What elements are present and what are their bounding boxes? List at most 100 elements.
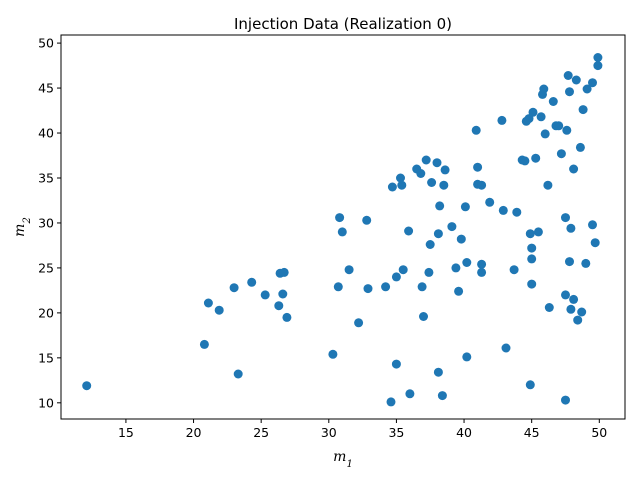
data-point [354,318,364,328]
data-point [421,155,431,165]
data-point [397,180,407,190]
data-point [561,290,570,300]
y-axis-ticks: 10 15 20 25 30 35 40 45 50 [38,36,61,410]
points-layer [82,53,603,407]
data-point [577,307,587,317]
data-point [328,349,338,359]
data-point [593,53,603,62]
x-tick-label: 25 [253,425,269,440]
data-point [477,259,487,269]
data-point [578,105,588,115]
x-tick-label: 50 [591,425,607,440]
x-tick-label: 45 [524,425,540,440]
data-point [543,180,553,190]
data-point [333,282,343,292]
data-point [396,173,405,183]
data-point [527,254,537,264]
y-tick-label: 30 [38,215,54,230]
data-point [556,149,566,159]
data-point [497,115,507,125]
y-axis-label: m2 [12,217,33,237]
x-axis-label-subscript: 1 [346,459,352,470]
data-point [387,182,397,192]
data-point [427,178,437,187]
data-point [477,267,487,277]
y-tick-label: 50 [38,36,54,51]
data-point [548,97,558,106]
data-point [566,223,576,233]
data-point [527,279,537,289]
data-point [460,202,470,212]
data-point [562,125,572,135]
data-point [525,229,535,239]
data-point [451,263,461,273]
data-point [437,391,447,401]
data-point [590,238,600,248]
x-tick-label: 20 [186,425,202,440]
data-point [381,282,391,292]
data-point [561,213,570,223]
data-point [485,197,495,207]
data-point [525,380,535,390]
data-point [573,315,583,325]
data-point [274,301,284,311]
y-tick-label: 10 [38,395,54,410]
data-point [498,205,508,215]
data-point [419,312,428,321]
data-point [279,267,289,277]
x-tick-label: 35 [388,425,404,440]
data-point [581,258,591,268]
data-point [501,343,511,353]
y-tick-label: 45 [38,81,54,96]
data-point [433,367,443,377]
data-point [456,234,466,244]
data-point [563,71,573,80]
data-point [247,277,257,287]
data-point [416,169,426,178]
data-point [344,265,354,275]
data-point [462,258,472,267]
data-point [386,397,396,407]
data-point [565,257,574,267]
x-axis-label: m1 [333,449,353,470]
data-point [278,289,288,299]
data-point [462,352,472,362]
x-tick-label: 15 [118,425,134,440]
data-point [512,207,522,217]
data-point [439,180,449,190]
data-point [569,294,579,304]
data-point [335,213,345,223]
plot-area-frame [60,34,626,420]
data-point [588,78,597,88]
data-point [425,240,435,249]
data-point [405,389,415,399]
data-point [440,165,450,175]
data-point [82,381,92,391]
data-point [539,84,549,94]
y-tick-label: 25 [38,260,54,275]
data-point [471,125,481,135]
data-point [544,303,554,312]
y-tick-label: 40 [38,126,54,141]
x-tick-label: 30 [321,425,337,440]
data-point [593,61,603,71]
data-point [454,286,464,296]
data-point [362,215,372,225]
y-tick-label: 35 [38,170,54,185]
x-axis-label-main: m [333,449,346,465]
data-point [432,158,442,168]
data-point [447,222,457,232]
data-point [229,283,239,293]
data-point [536,112,546,122]
data-point [282,312,292,322]
data-point [433,229,443,239]
x-axis-ticks: 15 20 25 30 35 40 45 50 [118,419,607,440]
data-point [477,180,487,190]
data-point [404,226,414,236]
data-point [575,142,585,152]
data-point [214,305,224,315]
data-point [473,162,483,172]
data-point [531,153,541,163]
data-point [199,339,209,349]
